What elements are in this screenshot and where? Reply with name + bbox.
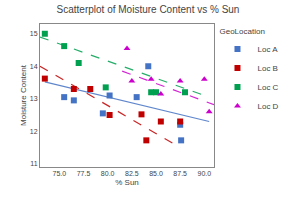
svg-text:85.0: 85.0: [149, 170, 163, 177]
svg-text:90.0: 90.0: [198, 170, 212, 177]
svg-text:12: 12: [30, 128, 38, 135]
svg-text:80.0: 80.0: [101, 170, 115, 177]
svg-text:Loc A: Loc A: [257, 45, 278, 54]
svg-text:Loc B: Loc B: [257, 64, 277, 73]
svg-text:82.5: 82.5: [125, 170, 139, 177]
svg-text:Loc C: Loc C: [257, 83, 278, 92]
svg-text:% Sun: % Sun: [115, 178, 139, 187]
svg-text:GeoLocation: GeoLocation: [219, 27, 264, 36]
svg-text:15: 15: [30, 30, 38, 37]
svg-text:Scatterplot of Moisture Conten: Scatterplot of Moisture Content vs % Sun: [57, 4, 240, 15]
svg-text:Loc D: Loc D: [257, 102, 278, 111]
svg-text:87.5: 87.5: [173, 170, 187, 177]
svg-text:14: 14: [30, 63, 38, 70]
svg-text:75.0: 75.0: [53, 170, 67, 177]
svg-text:11: 11: [30, 160, 37, 167]
svg-text:13: 13: [30, 95, 38, 102]
svg-text:Moisture Content: Moisture Content: [19, 64, 28, 126]
svg-text:77.5: 77.5: [77, 170, 91, 177]
